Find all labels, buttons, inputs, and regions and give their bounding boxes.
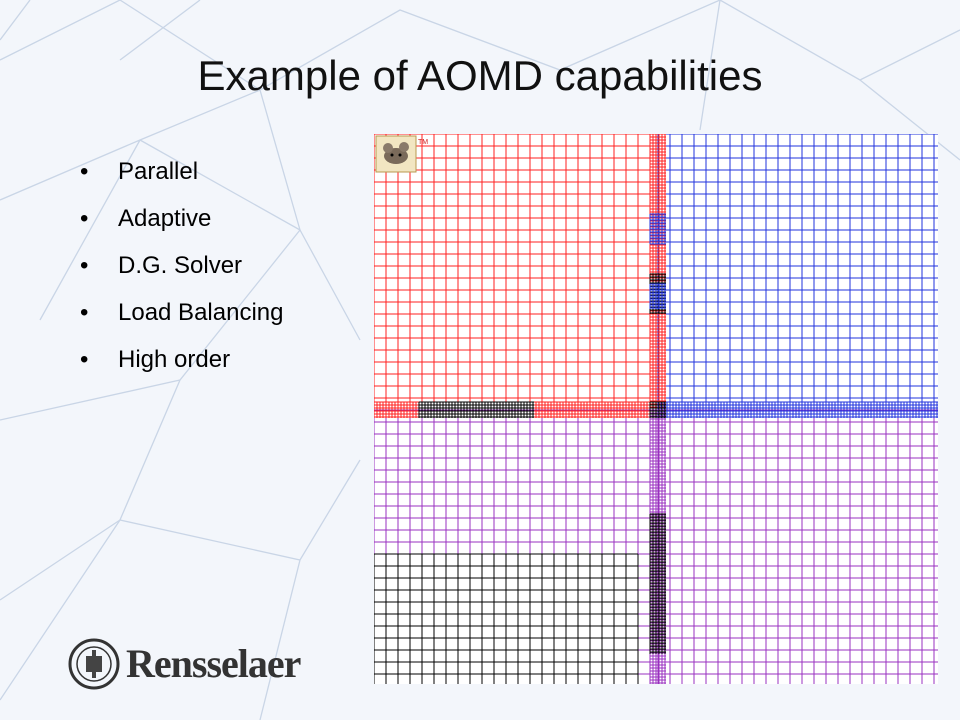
bullet-item-adaptive: • Adaptive (80, 195, 283, 242)
logo-wordmark: Rensselaer (126, 641, 301, 686)
bullet-dot: • (80, 346, 89, 373)
bullet-item-high-order: • High order (80, 336, 283, 383)
slide-title: Example of AOMD capabilities (197, 52, 763, 99)
bullet-label: High order (118, 346, 231, 373)
bullet-label: D.G. Solver (118, 252, 243, 279)
bullet-item-load-balancing: • Load Balancing (80, 289, 283, 336)
bullet-dot: • (80, 299, 89, 326)
bullet-item-dg-solver: • D.G. Solver (80, 242, 283, 289)
bullet-label: Parallel (118, 158, 199, 185)
bullet-item-parallel: • Parallel (80, 148, 283, 195)
bullet-label: Adaptive (118, 205, 212, 232)
bullet-list: • Parallel • Adaptive • D.G. Solver • Load B… (80, 148, 283, 383)
bullet-dot: • (80, 205, 89, 232)
bullet-label: Load Balancing (118, 299, 284, 326)
rensselaer-logo: Rensselaer (68, 636, 318, 692)
mouse-logo-icon: TM (375, 135, 428, 173)
mesh-grid-lines (374, 134, 938, 684)
tm-mark: TM (418, 139, 428, 146)
bullet-dot: • (80, 252, 89, 279)
rensselaer-seal-icon (68, 638, 120, 690)
bullet-dot: • (80, 158, 89, 185)
adaptive-mesh-figure: TM (374, 134, 938, 684)
